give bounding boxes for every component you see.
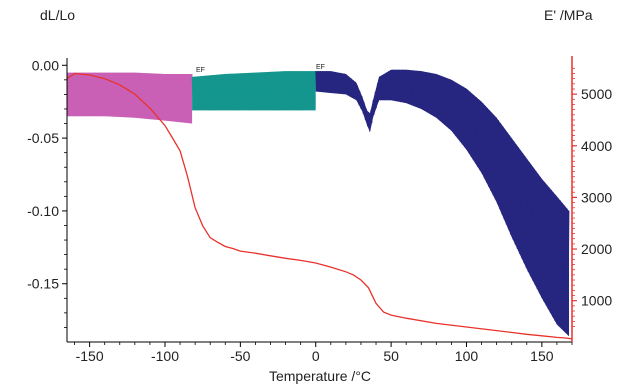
x-tick-label: 100 [455, 348, 479, 364]
left-axis-title: dL/Lo [40, 7, 75, 23]
y-left-tick-label: -0.15 [27, 276, 59, 292]
y-right-tick-label: 1000 [581, 293, 612, 309]
right-axis-title: E' /MPa [544, 7, 593, 23]
annotation-ef-2: EF [316, 64, 325, 71]
x-tick-label: -100 [151, 348, 179, 364]
y-right-tick-label: 5000 [581, 86, 612, 102]
x-tick-label: 150 [530, 348, 554, 364]
y-left-tick-label: 0.00 [32, 57, 59, 73]
oscillation-series-2 [315, 69, 570, 336]
y-left-tick-label: -0.10 [27, 203, 59, 219]
y-right-tick-label: 3000 [581, 189, 612, 205]
x-ticks: -150 -100 -50 0 50 100 150 [74, 342, 573, 364]
band-series-2 [315, 69, 569, 337]
y-right-ticks: 1000 2000 3000 4000 5000 [572, 67, 612, 327]
line-layer [66, 72, 573, 340]
oscillation-series-0 [66, 72, 193, 124]
x-tick-label: -50 [230, 348, 250, 364]
bands-layer [66, 69, 570, 337]
x-axis-title: Temperature /°C [269, 368, 371, 384]
y-left-tick-label: -0.05 [27, 130, 59, 146]
x-tick-label: 50 [383, 348, 399, 364]
x-tick-label: 0 [312, 348, 320, 364]
x-tick-label: -150 [76, 348, 104, 364]
y-right-tick-label: 2000 [581, 241, 612, 257]
oscillation-series-1 [191, 71, 317, 111]
modulus-series-line [66, 72, 573, 340]
y-right-tick-label: 4000 [581, 138, 612, 154]
y-left-ticks: 0.00 -0.05 -0.10 -0.15 [27, 57, 67, 328]
annotation-ef-1: EF [196, 67, 205, 74]
